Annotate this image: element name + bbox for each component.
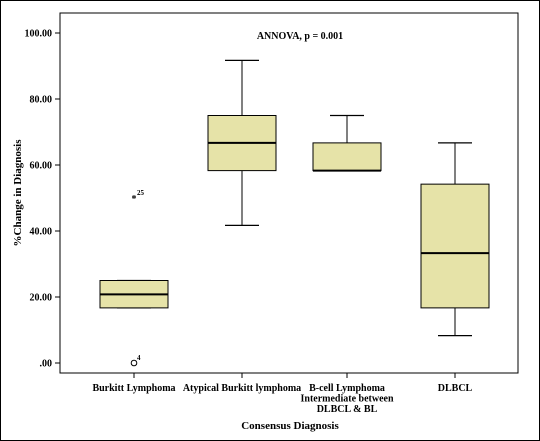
- box-iqr: [312, 142, 382, 172]
- y-tick-label: 100.00: [25, 29, 53, 40]
- outlier-label: 4: [137, 354, 141, 362]
- x-axis-title: Consensus Diagnosis: [241, 420, 339, 432]
- anova-annotation: ANNOVA, p = 0.001: [257, 31, 343, 42]
- outlier-circle: [130, 359, 138, 367]
- y-axis-title: %Change in Diagnosis: [12, 139, 24, 247]
- y-axis: .00 20.00 40.00 60.00 80.00 100.00: [25, 29, 60, 370]
- x-axis: Burkitt Lymphoma Atypical Burkitt lymphom…: [92, 373, 473, 415]
- outlier-label: 25: [137, 189, 145, 197]
- category-label: Burkitt Lymphoma: [92, 383, 175, 394]
- y-tick-label: 40.00: [30, 227, 53, 238]
- box-group: [207, 59, 277, 226]
- box-iqr: [420, 183, 490, 309]
- y-tick-label: 80.00: [30, 95, 53, 106]
- category-label: B-cell Lymphoma: [309, 383, 385, 394]
- box-group: *25 4: [99, 189, 169, 367]
- category-label: Intermediate between: [300, 394, 393, 405]
- category-label: DLBCL & BL: [317, 404, 378, 415]
- boxes-layer: *25 4: [99, 59, 490, 367]
- y-tick-label: 20.00: [30, 293, 53, 304]
- outlier-star: *: [132, 194, 137, 205]
- box-group: [312, 114, 382, 172]
- y-tick-label: 60.00: [30, 161, 53, 172]
- y-tick-label: .00: [40, 359, 53, 370]
- category-label: Atypical Burkitt lymphoma: [183, 383, 301, 394]
- box-group: [420, 142, 490, 337]
- category-label: DLBCL: [438, 383, 473, 394]
